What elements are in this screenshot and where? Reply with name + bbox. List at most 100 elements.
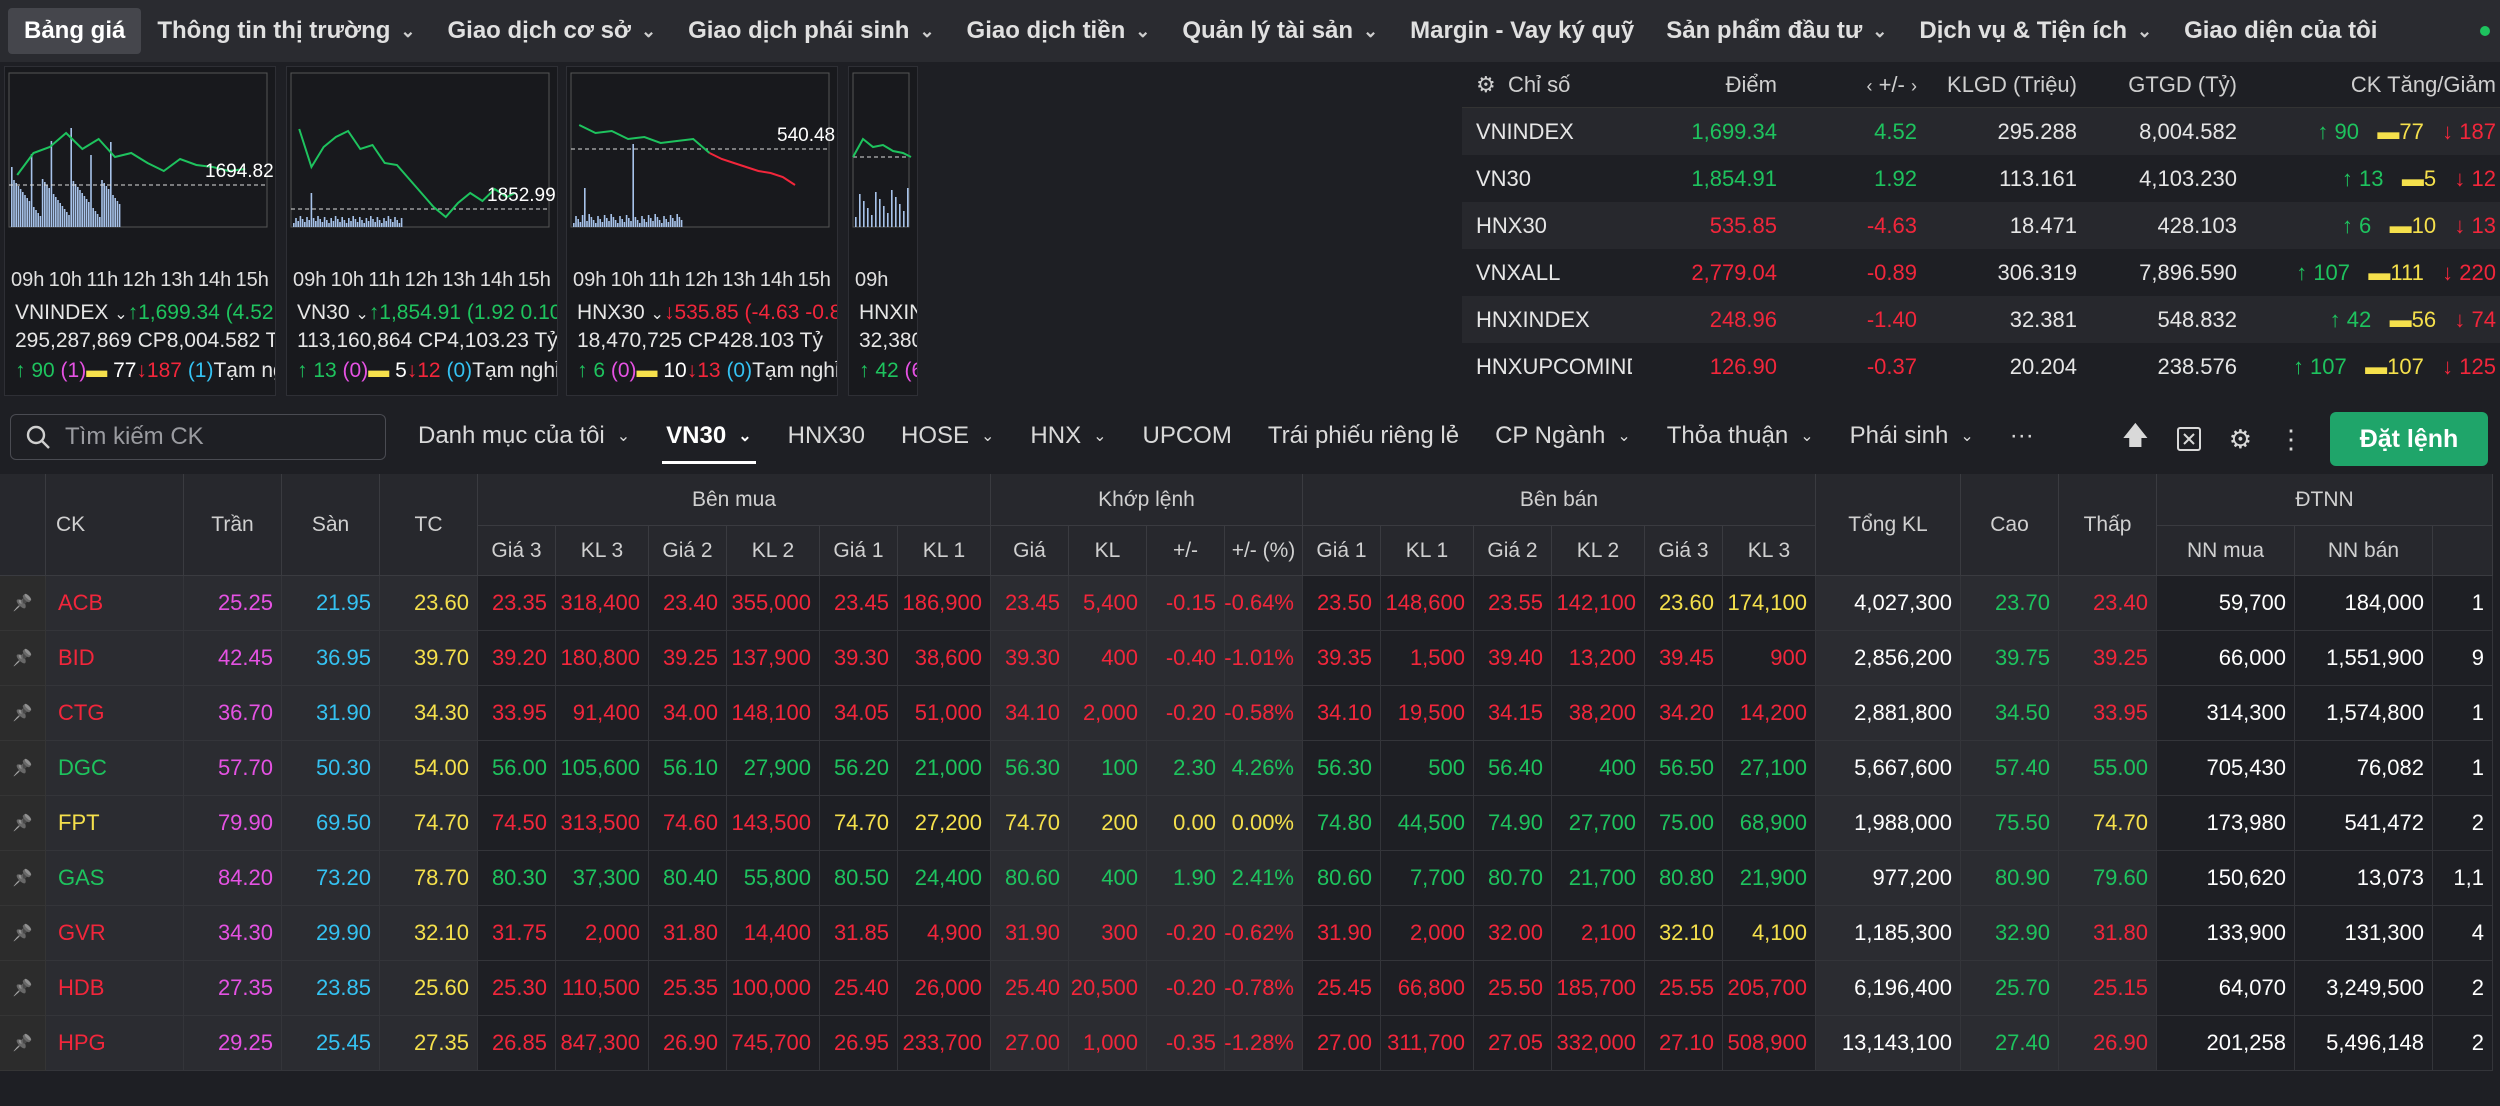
tab-8[interactable]: Thỏa thuận ⌄ bbox=[1649, 400, 1832, 472]
volume-bar bbox=[92, 208, 94, 227]
index-row[interactable]: HNX30 535.85 -4.63 18.471 428.103 ↑ 6 ▬10 ↓ 1… bbox=[1462, 202, 2500, 249]
cell-b3: 25.30 bbox=[478, 961, 556, 1016]
pin-icon[interactable]: 📌 bbox=[0, 906, 46, 961]
cell-b3: 23.35 bbox=[478, 576, 556, 631]
cell-floor: 36.95 bbox=[282, 631, 380, 686]
volume-bar bbox=[352, 216, 354, 227]
chevron-left-icon[interactable]: ‹ bbox=[1866, 75, 1873, 96]
gear-icon[interactable]: ⚙ bbox=[1476, 71, 1496, 97]
nav-item-label: Giao diện của tôi bbox=[2184, 17, 2378, 44]
time-tick: 09h bbox=[855, 269, 889, 291]
mini-chart-hnxindex[interactable]: 09h HNXINDEX 32,380,60 ↑ 42 (6) bbox=[848, 66, 918, 396]
volume-bar bbox=[601, 222, 604, 227]
settings-icon[interactable]: ⚙ bbox=[2228, 423, 2252, 454]
cell-pct: -0.78% bbox=[1224, 961, 1303, 1016]
mini-chart-vn30[interactable]: 1852.99 09h 10h 11h 12h 13h 14h 15h VN30 ⌄ ↑1,854… bbox=[286, 66, 558, 396]
nav-item-2[interactable]: Giao dịch cơ sở ⌄ bbox=[431, 0, 672, 62]
table-row[interactable]: 📌 HPG 29.25 25.45 27.35 26.85 847,300 26.90 745,… bbox=[0, 1016, 2493, 1071]
tab-7[interactable]: CP Ngành ⌄ bbox=[1477, 400, 1649, 472]
tab-1[interactable]: VN30 ⌄ bbox=[648, 400, 769, 472]
volume-bar bbox=[400, 218, 403, 227]
tab-2[interactable]: HNX30 bbox=[770, 400, 883, 472]
more-vertical-icon[interactable]: ⋮ bbox=[2278, 423, 2304, 454]
pin-top-icon[interactable]: 🡅 bbox=[2121, 420, 2149, 450]
mini-chart-vnindex[interactable]: 1694.82 09h 10h 11h 12h 13h 14h 15h VNINDEX ⌄ ↑1,… bbox=[4, 66, 276, 396]
pin-icon[interactable]: 📌 bbox=[0, 741, 46, 796]
table-row[interactable]: 📌 GAS 84.20 73.20 78.70 80.30 37,300 80.40 55,80… bbox=[0, 851, 2493, 906]
pin-icon[interactable]: 📌 bbox=[0, 961, 46, 1016]
tab-10[interactable]: ··· bbox=[1992, 400, 2052, 472]
chevron-right-icon[interactable]: › bbox=[1911, 75, 1917, 96]
time-tick: 10h bbox=[610, 269, 645, 291]
nav-item-0[interactable]: Bảng giá bbox=[8, 8, 142, 54]
volume-bar bbox=[70, 128, 72, 227]
chevron-down-icon[interactable]: ⌄ bbox=[650, 306, 664, 323]
volume-bar bbox=[90, 155, 92, 227]
nav-item-4[interactable]: Giao dịch tiền ⌄ bbox=[951, 0, 1167, 62]
price-line bbox=[298, 128, 516, 219]
nav-item-7[interactable]: Sản phẩm đầu tư ⌄ bbox=[1650, 0, 1903, 62]
cell-sv1: 1,500 bbox=[1381, 631, 1474, 686]
index-row[interactable]: HNXUPCOMINDE 126.90 -0.37 20.204 238.576 ↑ 10… bbox=[1462, 343, 2500, 390]
cell-low: 26.90 bbox=[2059, 1016, 2157, 1071]
cell-extra: 4 bbox=[2433, 906, 2493, 961]
index-row[interactable]: VNXALL 2,779.04 -0.89 306.319 7,896.590 ↑ 107… bbox=[1462, 249, 2500, 296]
table-row[interactable]: 📌 CTG 36.70 31.90 34.30 33.95 91,400 34.00 148,1… bbox=[0, 686, 2493, 741]
place-order-button[interactable]: Đặt lệnh bbox=[2330, 412, 2488, 466]
tab-0[interactable]: Danh mục của tôi ⌄ bbox=[400, 400, 648, 472]
nav-item-3[interactable]: Giao dịch phái sinh ⌄ bbox=[672, 0, 950, 62]
tab-5[interactable]: UPCOM bbox=[1125, 400, 1250, 472]
index-klgd: 20.204 bbox=[2009, 353, 2077, 379]
volume-bar bbox=[650, 218, 652, 227]
cell-nns: 541,472 bbox=[2295, 796, 2433, 851]
cell-nnb: 59,700 bbox=[2157, 576, 2295, 631]
pin-icon[interactable]: 📌 bbox=[0, 686, 46, 741]
cell-mp: 27.00 bbox=[991, 1016, 1069, 1071]
nav-item-5[interactable]: Quản lý tài sản ⌄ bbox=[1166, 0, 1394, 62]
nav-item-6[interactable]: Margin - Vay ký quỹ bbox=[1394, 0, 1650, 62]
volume-bar bbox=[112, 195, 114, 227]
declines-floor: (0) bbox=[446, 359, 473, 382]
index-row[interactable]: VN30 1,854.91 1.92 113.161 4,103.230 ↑ 13 ▬5 … bbox=[1462, 155, 2500, 202]
table-row[interactable]: 📌 BID 42.45 36.95 39.70 39.20 180,800 39.25 137,… bbox=[0, 631, 2493, 686]
volume-bar bbox=[323, 217, 326, 227]
chevron-down-icon[interactable]: ⌄ bbox=[355, 306, 369, 323]
cell-sv3: 4,100 bbox=[1723, 906, 1816, 961]
nav-item-1[interactable]: Thông tin thị trường ⌄ bbox=[141, 0, 431, 62]
tab-4[interactable]: HNX ⌄ bbox=[1012, 400, 1124, 472]
volume-bar bbox=[328, 223, 330, 227]
table-row[interactable]: 📌 ACB 25.25 21.95 23.60 23.35 318,400 23.40 355,… bbox=[0, 576, 2493, 631]
index-row[interactable]: VNINDEX 1,699.34 4.52 295.288 8,004.582 ↑ 90 … bbox=[1462, 108, 2500, 155]
volume-bar bbox=[389, 219, 392, 227]
cell-b3: 56.00 bbox=[478, 741, 556, 796]
cell-total: 13,143,100 bbox=[1816, 1016, 1961, 1071]
pin-icon[interactable]: 📌 bbox=[0, 631, 46, 686]
nav-item-8[interactable]: Dịch vụ & Tiện ích ⌄ bbox=[1903, 0, 2168, 62]
chevron-down-icon[interactable]: ⌄ bbox=[114, 306, 128, 323]
mini-chart-hnx30[interactable]: 540.48 09h 10h 11h 12h 13h 14h 15h HNX30 ⌄ ↓535.8… bbox=[566, 66, 838, 396]
cell-bv2: 355,000 bbox=[727, 576, 820, 631]
cell-low: 25.15 bbox=[2059, 961, 2157, 1016]
search-input[interactable]: Tìm kiếm CK bbox=[10, 414, 386, 460]
tab-6[interactable]: Trái phiếu riêng lẻ bbox=[1250, 400, 1477, 472]
tab-9[interactable]: Phái sinh ⌄ bbox=[1832, 400, 1992, 472]
table-row[interactable]: 📌 GVR 34.30 29.90 32.10 31.75 2,000 31.80 14,400… bbox=[0, 906, 2493, 961]
pin-icon[interactable]: 📌 bbox=[0, 1016, 46, 1071]
cell-pct: -1.28% bbox=[1224, 1016, 1303, 1071]
tab-3[interactable]: HOSE ⌄ bbox=[883, 400, 1012, 472]
excel-export-icon[interactable] bbox=[2175, 425, 2203, 453]
pin-icon[interactable]: 📌 bbox=[0, 851, 46, 906]
cell-total: 6,196,400 bbox=[1816, 961, 1961, 1016]
nav-item-9[interactable]: Giao diện của tôi bbox=[2168, 0, 2393, 62]
pin-icon[interactable]: 📌 bbox=[0, 576, 46, 631]
table-row[interactable]: 📌 FPT 79.90 69.50 74.70 74.50 313,500 74.60 143,… bbox=[0, 796, 2493, 851]
pin-icon[interactable]: 📌 bbox=[0, 796, 46, 851]
reference-value: 1694.82 bbox=[205, 161, 274, 182]
index-point: 535.85 bbox=[1709, 212, 1777, 238]
table-row[interactable]: 📌 DGC 57.70 50.30 54.00 56.00 105,600 56.10 27,9… bbox=[0, 741, 2493, 796]
chevron-down-icon: ⌄ bbox=[616, 428, 631, 445]
index-name: VNINDEX bbox=[15, 301, 109, 324]
table-row[interactable]: 📌 HDB 27.35 23.85 25.60 25.30 110,500 25.35 100,… bbox=[0, 961, 2493, 1016]
index-row[interactable]: HNXINDEX 248.96 -1.40 32.381 548.832 ↑ 42 ▬56… bbox=[1462, 296, 2500, 343]
chart-frame bbox=[290, 72, 550, 228]
